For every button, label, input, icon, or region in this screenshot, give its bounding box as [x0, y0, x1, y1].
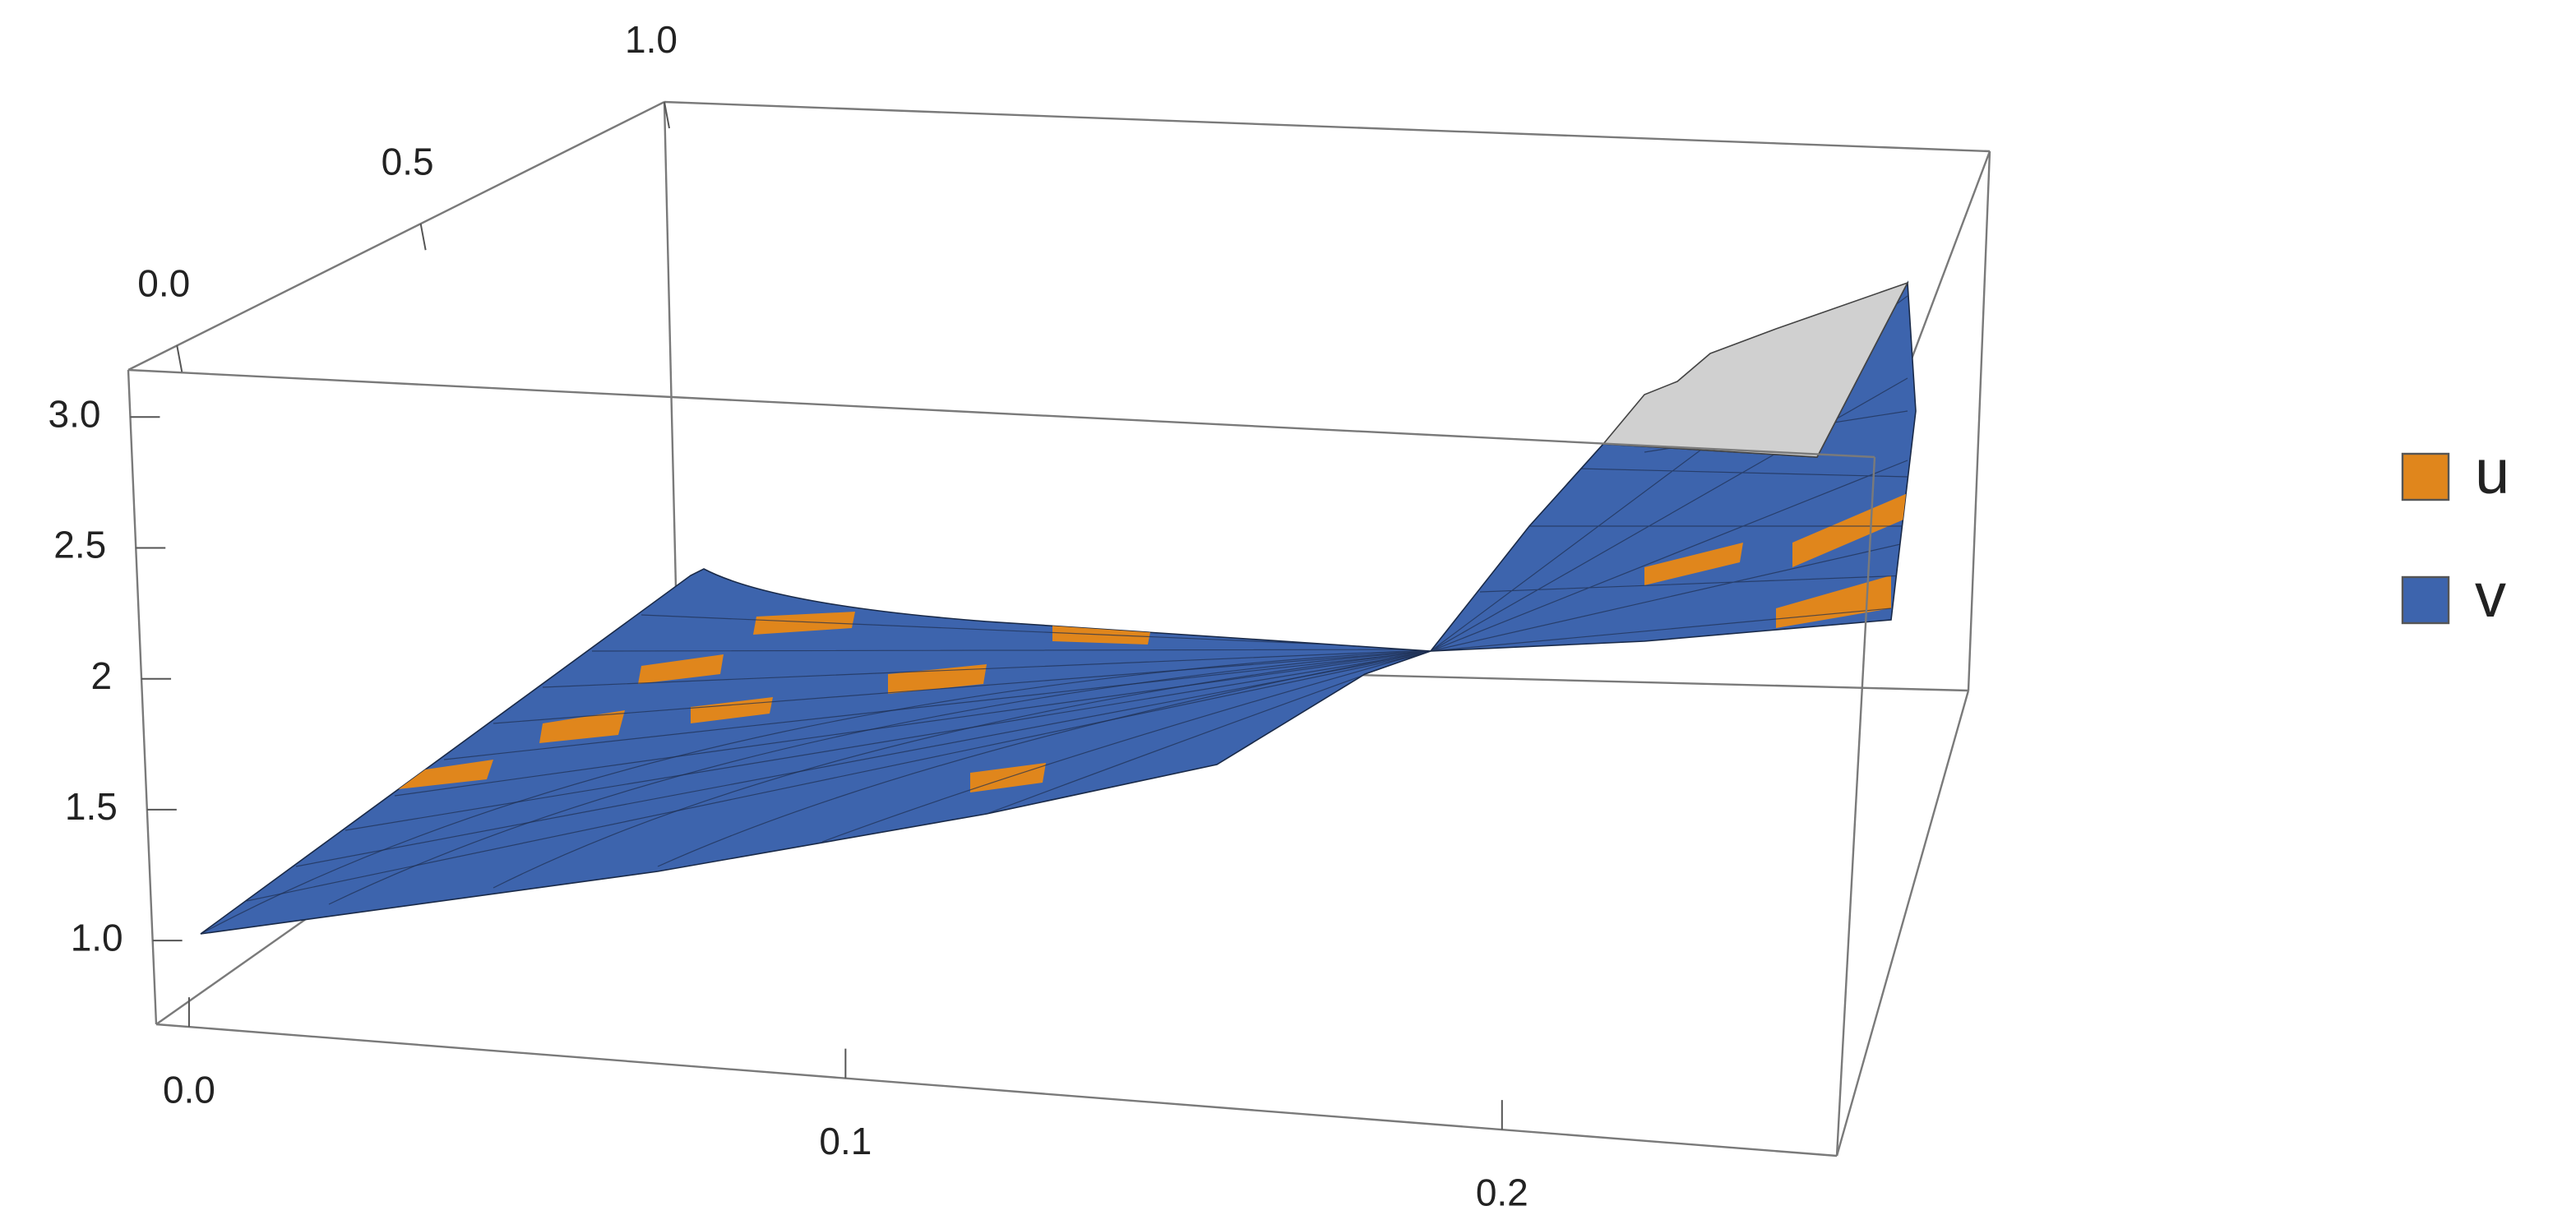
legend-label: u — [2475, 437, 2509, 507]
y-tick-label: 0.5 — [382, 140, 434, 183]
z-tick-label: 2.5 — [53, 524, 106, 566]
y-tick-label: 0.0 — [137, 262, 190, 305]
surface-sheet — [200, 568, 1431, 935]
plot-area: 0.0 0.1 0.2 0.0 0.5 1.0 1.0 1.5 2 2.5 3.0 uv — [48, 18, 2509, 1213]
legend-swatch — [2401, 452, 2450, 501]
patch — [398, 760, 493, 789]
box-edge — [1835, 456, 1876, 1157]
surface-patches — [201, 612, 1431, 934]
patch — [753, 612, 855, 635]
box-edge — [663, 101, 679, 658]
z-tick-label: 1.5 — [65, 785, 118, 828]
box-edge — [127, 368, 1875, 459]
patch — [1644, 543, 1743, 585]
z-tick-label: 1.0 — [71, 916, 123, 959]
x-tick-label: 0.2 — [1476, 1171, 1528, 1213]
bounding-box-front — [127, 100, 1876, 1157]
z-tick-label: 3.0 — [48, 392, 100, 435]
patch — [1776, 575, 1891, 628]
patch — [638, 654, 724, 684]
legend-label: v — [2475, 561, 2506, 631]
z-tick-label: 2 — [90, 654, 112, 697]
axes: 0.0 0.1 0.2 0.0 0.5 1.0 1.0 1.5 2 2.5 3.0 — [48, 18, 1528, 1213]
y-tick — [664, 101, 670, 129]
box-edge — [1967, 150, 1991, 691]
legend: uv — [2401, 437, 2509, 631]
x-tick-label: 0.0 — [163, 1068, 215, 1111]
legend-swatch — [2401, 575, 2450, 625]
box-edge — [155, 1023, 1838, 1157]
y-tick — [419, 223, 427, 251]
surface-cap — [1602, 281, 1909, 458]
y-tick-label: 1.0 — [625, 18, 678, 61]
patch — [539, 710, 625, 743]
y-tick — [176, 345, 183, 372]
box-edge — [127, 369, 158, 1025]
surface-patches — [1431, 295, 1908, 651]
x-tick-label: 0.1 — [819, 1120, 872, 1162]
box-edge — [1835, 690, 1970, 1157]
surface — [200, 280, 1917, 935]
box-edge — [127, 100, 665, 372]
box-edge — [664, 100, 1991, 153]
patch — [1792, 493, 1908, 567]
